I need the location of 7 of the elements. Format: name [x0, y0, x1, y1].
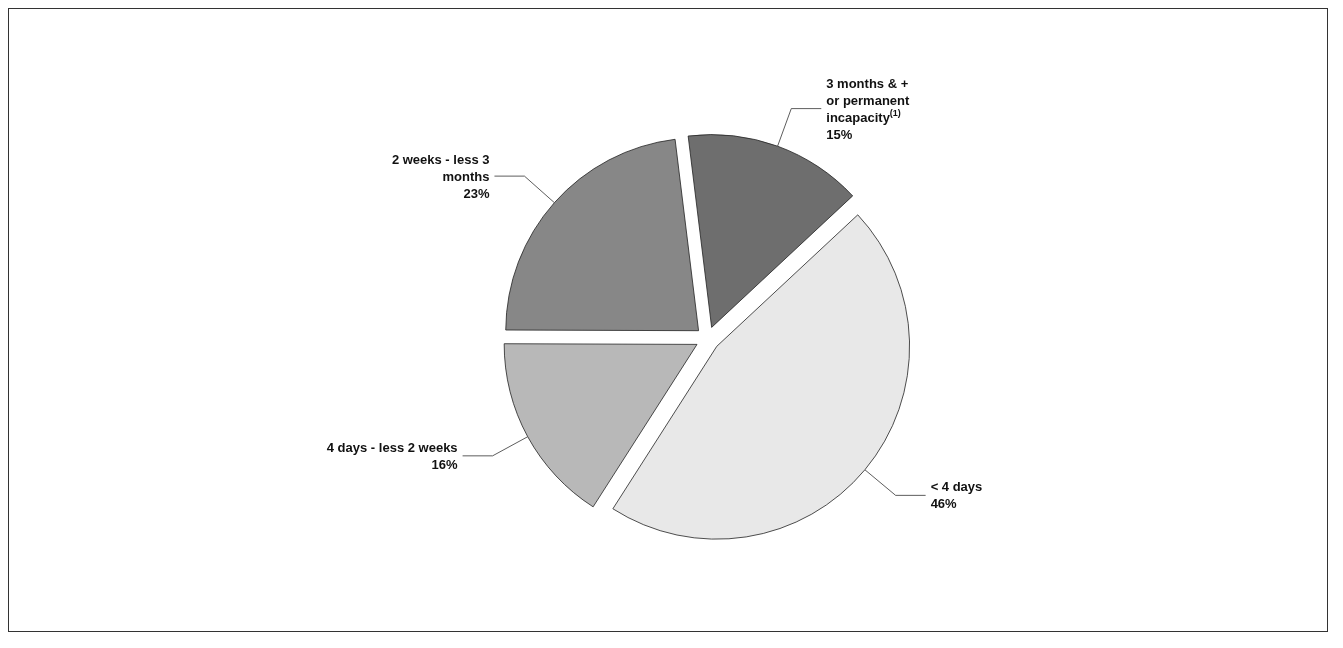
data-label: 23%	[463, 185, 490, 201]
data-label: 16%	[431, 456, 459, 472]
slice-label: 2 weeks - less 3 months	[391, 151, 490, 184]
slice-label: < 4 days	[930, 479, 983, 495]
data-label: 15%	[826, 126, 853, 142]
slice-label: 4 days - less 2 weeks	[326, 439, 458, 455]
data-label: 46%	[930, 496, 958, 512]
